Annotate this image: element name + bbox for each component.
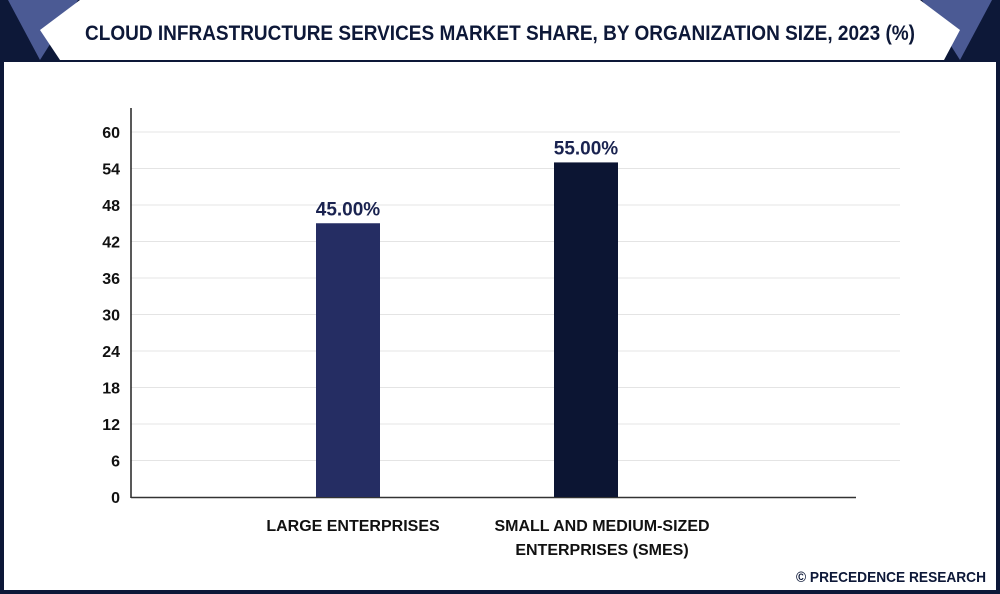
x-tick-label: LARGE ENTERPRISES [266,518,440,535]
y-tick-label: 30 [102,308,120,325]
y-tick-label: 60 [102,125,120,142]
bar [316,223,380,497]
data-label: 45.00% [316,199,381,220]
y-tick-label: 6 [111,454,120,471]
x-tick-label: ENTERPRISES (SMES) [515,542,688,559]
bar [554,162,618,497]
y-tick-label: 12 [102,417,120,434]
y-tick-label: 42 [102,235,120,252]
footer-credit: © PRECEDENCE RESEARCH [796,569,986,586]
y-tick-label: 36 [102,271,120,288]
y-tick-label: 0 [111,490,120,507]
y-tick-label: 18 [102,381,120,398]
chart-title: CLOUD INFRASTRUCTURE SERVICES MARKET SHA… [85,22,915,45]
y-tick-label: 54 [102,162,120,179]
y-tick-label: 48 [102,198,120,215]
header-banner [40,0,960,60]
y-tick-label: 24 [102,344,120,361]
x-tick-label: SMALL AND MEDIUM-SIZED [494,518,709,535]
data-label: 55.00% [554,138,619,159]
